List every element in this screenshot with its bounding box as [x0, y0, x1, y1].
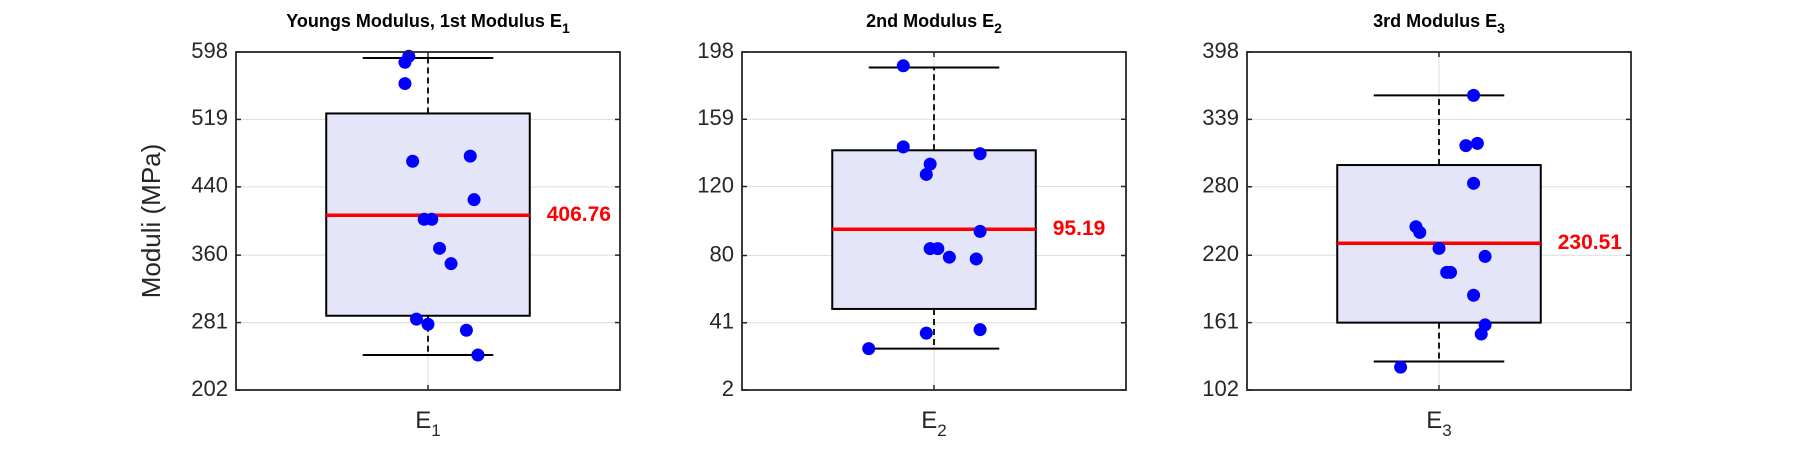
data-point	[467, 193, 481, 207]
data-point	[923, 157, 937, 171]
y-tick-label: 281	[191, 308, 228, 333]
x-tick-label-main: E	[921, 407, 937, 434]
data-point	[1394, 360, 1408, 374]
data-point	[1467, 176, 1481, 190]
data-point	[931, 242, 945, 256]
data-point	[973, 323, 987, 337]
data-point	[459, 323, 473, 337]
y-tick-label: 280	[1202, 173, 1239, 198]
data-point	[406, 154, 420, 168]
y-tick-label: 80	[710, 241, 734, 266]
x-tick-label: E2	[921, 407, 946, 440]
data-point	[1467, 88, 1481, 102]
data-point	[463, 149, 477, 163]
data-point	[862, 342, 876, 356]
data-point	[1467, 288, 1481, 302]
panel-title-subscript: 3	[1497, 20, 1505, 36]
y-tick-label: 339	[1202, 105, 1239, 130]
data-point	[421, 317, 435, 331]
y-tick-label: 360	[191, 241, 228, 266]
data-point	[942, 250, 956, 264]
panel-title-subscript: 2	[994, 20, 1002, 36]
x-tick-label-main: E	[415, 407, 431, 434]
y-tick-label: 202	[191, 376, 228, 401]
y-tick-label: 159	[697, 105, 734, 130]
panel-title-main: 2nd Modulus E	[866, 11, 994, 31]
panel-title: Youngs Modulus, 1st Modulus E1	[286, 11, 570, 36]
x-tick-label: E1	[415, 407, 440, 440]
data-point	[896, 59, 910, 73]
data-point	[1459, 139, 1473, 153]
data-point	[1444, 265, 1458, 279]
panel-title: 2nd Modulus E2	[866, 11, 1002, 36]
y-tick-label: 398	[1202, 38, 1239, 63]
data-point	[398, 55, 412, 69]
median-value-label: 95.19	[1053, 217, 1106, 240]
panel-title-main: Youngs Modulus, 1st Modulus E	[286, 11, 562, 31]
panel-title: 3rd Modulus E3	[1373, 11, 1505, 36]
y-tick-label: 519	[191, 105, 228, 130]
data-point	[1432, 241, 1446, 255]
data-point	[896, 140, 910, 154]
data-point	[1413, 225, 1427, 239]
y-axis-label: Moduli (MPa)	[136, 144, 166, 299]
y-tick-label: 598	[191, 38, 228, 63]
x-tick-label-subscript: 2	[937, 421, 946, 440]
x-tick-label-subscript: 1	[431, 421, 440, 440]
data-point	[433, 241, 447, 255]
data-point	[471, 348, 485, 362]
data-point	[969, 252, 983, 266]
y-tick-label: 102	[1202, 376, 1239, 401]
median-value-label: 406.76	[547, 203, 611, 226]
y-tick-label: 41	[710, 309, 734, 334]
panel-title-subscript: 1	[562, 20, 570, 36]
data-point	[409, 312, 423, 326]
y-tick-label: 2	[722, 376, 734, 401]
data-point	[1478, 249, 1492, 263]
data-point	[1470, 136, 1484, 150]
y-tick-label: 161	[1202, 308, 1239, 333]
data-point	[1474, 327, 1488, 341]
y-tick-label: 440	[191, 173, 228, 198]
x-tick-label: E3	[1426, 407, 1451, 440]
y-tick-label: 220	[1202, 241, 1239, 266]
data-point	[919, 326, 933, 340]
panel-title-main: 3rd Modulus E	[1373, 11, 1497, 31]
data-point	[973, 147, 987, 161]
data-point	[398, 77, 412, 91]
y-tick-label: 198	[697, 38, 734, 63]
median-value-label: 230.51	[1558, 231, 1623, 254]
data-point	[973, 224, 987, 238]
x-tick-label-main: E	[1426, 407, 1442, 434]
data-point	[919, 167, 933, 181]
x-tick-label-subscript: 3	[1442, 421, 1451, 440]
data-point	[444, 257, 458, 271]
y-tick-label: 120	[697, 172, 734, 197]
data-point	[425, 212, 439, 226]
